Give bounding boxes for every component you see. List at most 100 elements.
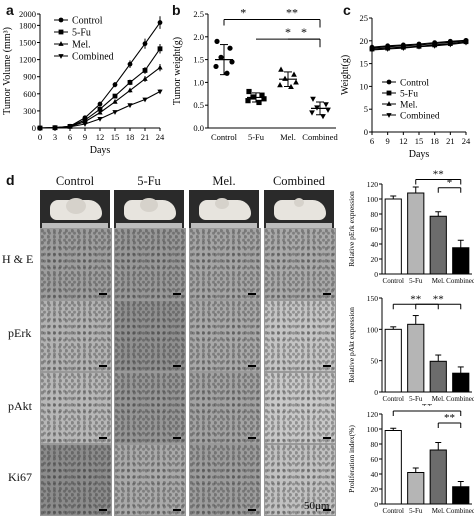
- micrograph-pakt-combined: [264, 372, 336, 444]
- micrograph-ki67-combined: [264, 444, 336, 516]
- x-tick-label: 9: [83, 132, 87, 142]
- y-tick-label: 0: [364, 127, 368, 137]
- y-axis-label: Relative pErk expression: [347, 191, 356, 267]
- row-label-pakt: pAkt: [8, 399, 32, 413]
- data-point: [97, 109, 103, 115]
- y-tick-label: 15: [360, 59, 369, 69]
- legend-marker: [58, 17, 64, 23]
- data-point: [37, 126, 43, 131]
- x-axis-label: Days: [409, 149, 430, 160]
- data-point: [112, 98, 118, 104]
- micrograph-perk-combined: [264, 300, 336, 372]
- data-point: [256, 99, 262, 106]
- micrograph-pakt-control: [40, 372, 112, 444]
- x-tick-label: 15: [415, 136, 424, 146]
- data-point: [142, 41, 148, 47]
- y-axis-label: Tumor Volume (mm³): [2, 27, 13, 115]
- data-point: [213, 63, 219, 70]
- y-tick-label: 1200: [19, 55, 36, 65]
- data-point: [97, 101, 103, 107]
- proliferation-index-chart: 0 20 40 60 80 100 120 Proliferation index(%) Con…: [347, 404, 474, 515]
- data-point: [112, 82, 118, 88]
- mouse-photo-5fu: [114, 190, 184, 232]
- bar: [452, 372, 470, 393]
- micrograph-he-control: [40, 228, 112, 300]
- column-header-control: Control: [55, 174, 95, 188]
- legend-marker: [386, 101, 392, 106]
- micrograph-ki67-5fu: [114, 444, 186, 516]
- data-point: [320, 114, 326, 120]
- micrograph-he-5fu: [114, 228, 186, 300]
- y-tick-label: 100: [367, 325, 379, 334]
- y-tick-label: 10: [360, 81, 369, 91]
- scale-bar: [99, 293, 107, 295]
- x-tick-label: 5-Fu: [409, 507, 423, 515]
- y-tick-label: 0: [32, 123, 36, 133]
- legend-label: Mel.: [72, 40, 91, 51]
- data-point: [224, 70, 230, 76]
- scale-bar: [323, 365, 331, 367]
- legend-label: Combined: [72, 52, 114, 63]
- data-point: [463, 40, 469, 46]
- legend-marker: [58, 29, 64, 35]
- x-tick-label: Combined: [446, 277, 474, 285]
- column-header-5fu: 5-Fu: [137, 174, 161, 188]
- x-tick-label: 0: [38, 132, 42, 142]
- scale-bar-label: 50μm: [304, 500, 330, 512]
- data-point: [97, 106, 103, 112]
- bar: [452, 247, 470, 275]
- legend-label: Combined: [400, 112, 440, 122]
- panel-letter-b: b: [172, 2, 181, 18]
- y-tick-label: 600: [23, 89, 36, 99]
- data-point: [157, 20, 163, 25]
- data-point: [246, 88, 252, 95]
- data-point: [112, 110, 118, 115]
- legend-marker: [386, 90, 392, 96]
- bar: [407, 192, 425, 275]
- scale-bar: [323, 437, 331, 439]
- scale-bar: [248, 509, 256, 511]
- data-point: [142, 76, 148, 81]
- data-point: [82, 122, 88, 127]
- y-tick-label: 900: [23, 72, 36, 82]
- data-point: [245, 98, 251, 104]
- data-point: [447, 42, 453, 48]
- tumor-weight-chart: 0.0 0.5 1.0 1.5 2.0 2.5 Control 5-Fu Mel. Combine…: [172, 5, 338, 142]
- x-tick-label: Mel.: [432, 395, 445, 403]
- significance-label: **: [410, 293, 421, 305]
- row-label-he: H & E: [2, 252, 34, 266]
- y-tick-label: 120: [367, 410, 379, 419]
- data-point: [214, 38, 220, 44]
- y-tick-label: 40: [371, 240, 379, 249]
- x-tick-label: Control: [383, 507, 404, 515]
- perk-expression-chart: 0 20 40 60 80 100 120 Relative pErk expression C…: [347, 170, 474, 285]
- significance-label: **: [444, 412, 455, 424]
- y-tick-label: 5: [364, 104, 368, 114]
- legend-label: 5-Fu: [72, 28, 91, 39]
- micrograph-pakt-mel: [189, 372, 261, 444]
- y-tick-label: 0.5: [193, 100, 204, 110]
- significance-label: **: [433, 170, 444, 181]
- y-tick-label: 50: [371, 357, 379, 366]
- scale-bar: [248, 365, 256, 367]
- legend-label: Mel.: [400, 101, 418, 111]
- micrograph-ki67-mel: [189, 444, 261, 516]
- x-tick-label: Combined: [446, 395, 474, 403]
- y-tick-label: 1.5: [193, 55, 204, 65]
- mouse-photo-control: [40, 190, 110, 232]
- scale-bar: [173, 509, 181, 511]
- x-tick-label: Control: [383, 277, 404, 285]
- bar: [452, 486, 470, 505]
- data-point: [218, 54, 224, 60]
- y-tick-label: 80: [371, 440, 379, 449]
- data-point: [227, 45, 233, 51]
- data-point: [142, 68, 148, 73]
- data-point: [277, 82, 283, 88]
- significance-label: **: [286, 5, 298, 19]
- data-point: [127, 61, 133, 67]
- data-point: [127, 80, 133, 85]
- data-point: [127, 87, 133, 93]
- y-tick-label: 0: [374, 388, 378, 397]
- data-point: [293, 79, 299, 85]
